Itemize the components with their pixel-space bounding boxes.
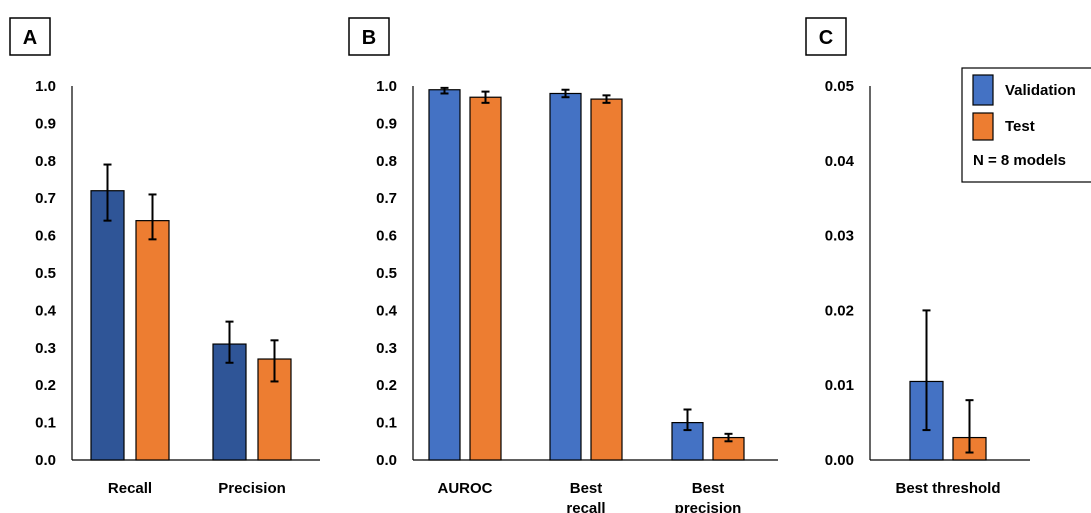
y-tick-label: 0.00 [825, 452, 854, 469]
x-tick-label: recall [566, 500, 605, 513]
y-tick-label: 0.7 [376, 190, 397, 207]
panel-a-label: A [23, 27, 37, 49]
panel-a-plot: 0.0 0.1 0.2 0.3 0.4 0.5 0.6 0.7 0.8 0.9 1.0 Recall P… [35, 78, 320, 497]
y-tick-label: 1.0 [376, 78, 397, 95]
bar-validation [428, 89, 461, 461]
x-tick-label: Best [692, 480, 725, 497]
y-tick-label: 0.3 [376, 340, 397, 357]
legend-label-test: Test [1005, 118, 1035, 135]
x-tick-label: Best threshold [895, 480, 1000, 497]
y-tick-label: 0.1 [376, 415, 397, 432]
bar-test [590, 98, 623, 461]
y-tick-label: 0.05 [825, 78, 854, 95]
y-tick-label: 0.01 [825, 377, 854, 394]
x-tick-label: precision [675, 500, 742, 513]
y-tick-label: 0.03 [825, 228, 854, 245]
panel-a-label-box [9, 17, 51, 56]
legend-label-validation: Validation [1005, 82, 1076, 99]
panel-c-label-box [805, 17, 847, 56]
y-tick-label: 0.2 [35, 377, 56, 394]
panel-b: B 0.0 0.1 0.2 0.3 0.4 0.5 0.6 0.7 0.8 0.9 1.0 AUROC… [348, 17, 778, 513]
y-tick-label: 0.2 [376, 377, 397, 394]
x-tick-label: Recall [108, 480, 152, 497]
y-tick-label: 0.0 [376, 452, 397, 469]
y-tick-label: 0.4 [35, 302, 57, 319]
panel-b-label-box [348, 17, 390, 56]
bar-test [469, 96, 502, 461]
y-tick-label: 0.7 [35, 190, 56, 207]
y-tick-label: 0.0 [35, 452, 56, 469]
y-tick-label: 0.4 [376, 302, 398, 319]
y-tick-label: 0.02 [825, 302, 854, 319]
y-tick-label: 0.8 [35, 153, 56, 170]
y-tick-label: 0.5 [376, 265, 397, 282]
y-tick-label: 0.5 [35, 265, 56, 282]
y-tick-label: 0.3 [35, 340, 56, 357]
bar-test [135, 220, 170, 461]
y-tick-label: 0.8 [376, 153, 397, 170]
legend-swatch-test [972, 112, 994, 141]
y-tick-label: 0.9 [35, 115, 56, 132]
y-tick-label: 0.6 [376, 228, 397, 245]
legend-note: N = 8 models [973, 152, 1066, 169]
y-tick-label: 0.6 [35, 228, 56, 245]
panel-c-plot: 0.00 0.01 0.02 0.03 0.04 0.05 Best threshold [825, 78, 1030, 497]
panel-a: A 0.0 0.1 0.2 0.3 0.4 0.5 0.6 0.7 0.8 0.9 1.0 Recal… [9, 17, 320, 497]
bar-validation [549, 92, 582, 461]
y-tick-label: 0.1 [35, 415, 56, 432]
x-tick-label: Precision [218, 480, 286, 497]
legend: Validation Test N = 8 models [961, 67, 1091, 183]
panel-b-plot: 0.0 0.1 0.2 0.3 0.4 0.5 0.6 0.7 0.8 0.9 1.0 AUROC Be… [376, 78, 778, 513]
y-tick-label: 0.9 [376, 115, 397, 132]
legend-swatch-validation [972, 74, 994, 106]
panel-c-label: C [819, 27, 833, 49]
y-tick-label: 0.04 [825, 153, 855, 170]
x-tick-label: Best [570, 480, 603, 497]
panel-c: C 0.00 0.01 0.02 0.03 0.04 0.05 Best threshold [805, 17, 1030, 497]
bar-validation [90, 190, 125, 461]
panel-b-label: B [362, 27, 376, 49]
y-tick-label: 1.0 [35, 78, 56, 95]
x-tick-label: AUROC [438, 480, 493, 497]
